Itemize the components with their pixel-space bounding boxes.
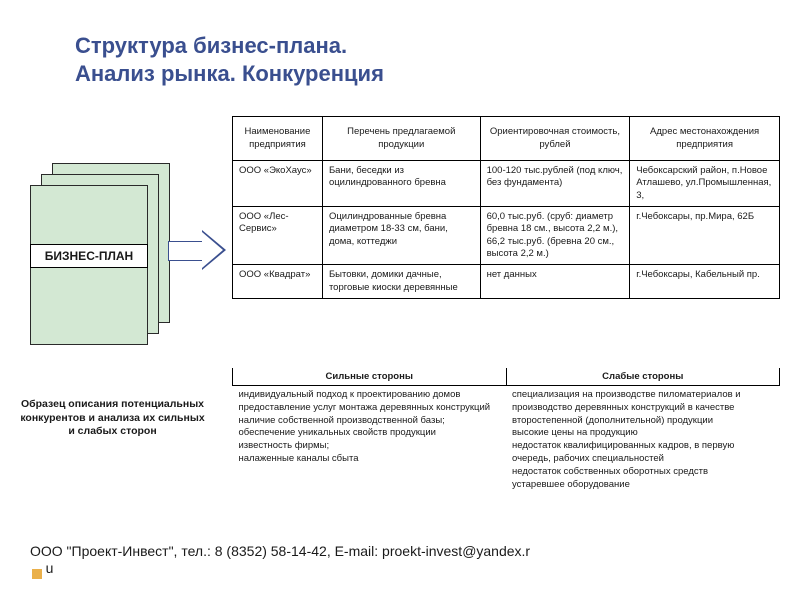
th-name: Наименование предприятия <box>233 117 323 161</box>
footer-line1: ООО "Проект-Инвест", тел.: 8 (8352) 58-1… <box>30 543 530 559</box>
arrow-right-icon <box>168 225 228 275</box>
swot-table: Сильные стороны Слабые стороны индивидуа… <box>232 368 780 495</box>
cell: нет данных <box>480 265 630 299</box>
footer-contact: ООО "Проект-Инвест", тел.: 8 (8352) 58-1… <box>30 543 530 577</box>
cell: Бани, беседки из оцилиндрованного бревна <box>322 161 480 207</box>
cell: ООО «ЭкоХаус» <box>233 161 323 207</box>
footer-line2: u <box>46 560 54 576</box>
th-cost: Ориентировочная стоимость, рублей <box>480 117 630 161</box>
bullet-square-icon <box>32 569 42 579</box>
cell: 60,0 тыс.руб. (сруб: диаметр бревна 18 с… <box>480 207 630 265</box>
th-weak: Слабые стороны <box>506 368 780 386</box>
business-plan-label: БИЗНЕС-ПЛАН <box>30 244 148 268</box>
cell: Чебоксарский район, п.Новое Атлашево, ул… <box>630 161 780 207</box>
arrow-inner <box>202 232 223 268</box>
title-line-2: Анализ рынка. Конкуренция <box>75 61 384 86</box>
cell: г.Чебоксары, Кабельный пр. <box>630 265 780 299</box>
th-address: Адрес местонахождения предприятия <box>630 117 780 161</box>
swot-header-row: Сильные стороны Слабые стороны <box>233 368 780 386</box>
table-header-row: Наименование предприятия Перечень предла… <box>233 117 780 161</box>
cell: ООО «Лес-Сервис» <box>233 207 323 265</box>
cell: 100-120 тыс.рублей (под ключ, без фундам… <box>480 161 630 207</box>
cell: г.Чебоксары, пр.Мира, 62Б <box>630 207 780 265</box>
th-strong: Сильные стороны <box>233 368 507 386</box>
title-line-1: Структура бизнес-плана. <box>75 33 347 58</box>
cell: ООО «Квадрат» <box>233 265 323 299</box>
competitors-table: Наименование предприятия Перечень предла… <box>232 116 780 299</box>
th-products: Перечень предлагаемой продукции <box>322 117 480 161</box>
slide-title: Структура бизнес-плана. Анализ рынка. Ко… <box>75 32 384 87</box>
cell-weak: специализация на производстве пиломатери… <box>506 386 780 495</box>
table-row: ООО «Лес-Сервис» Оцилиндрованные бревна … <box>233 207 780 265</box>
cell-strong: индивидуальный подход к проектированию д… <box>233 386 507 495</box>
cell: Бытовки, домики дачные, торговые киоски … <box>322 265 480 299</box>
table-row: ООО «ЭкоХаус» Бани, беседки из оцилиндро… <box>233 161 780 207</box>
swot-body-row: индивидуальный подход к проектированию д… <box>233 386 780 495</box>
table-row: ООО «Квадрат» Бытовки, домики дачные, то… <box>233 265 780 299</box>
cell: Оцилиндрованные бревна диаметром 18-33 с… <box>322 207 480 265</box>
stack-caption: Образец описания потенциальных конкурент… <box>20 398 205 439</box>
